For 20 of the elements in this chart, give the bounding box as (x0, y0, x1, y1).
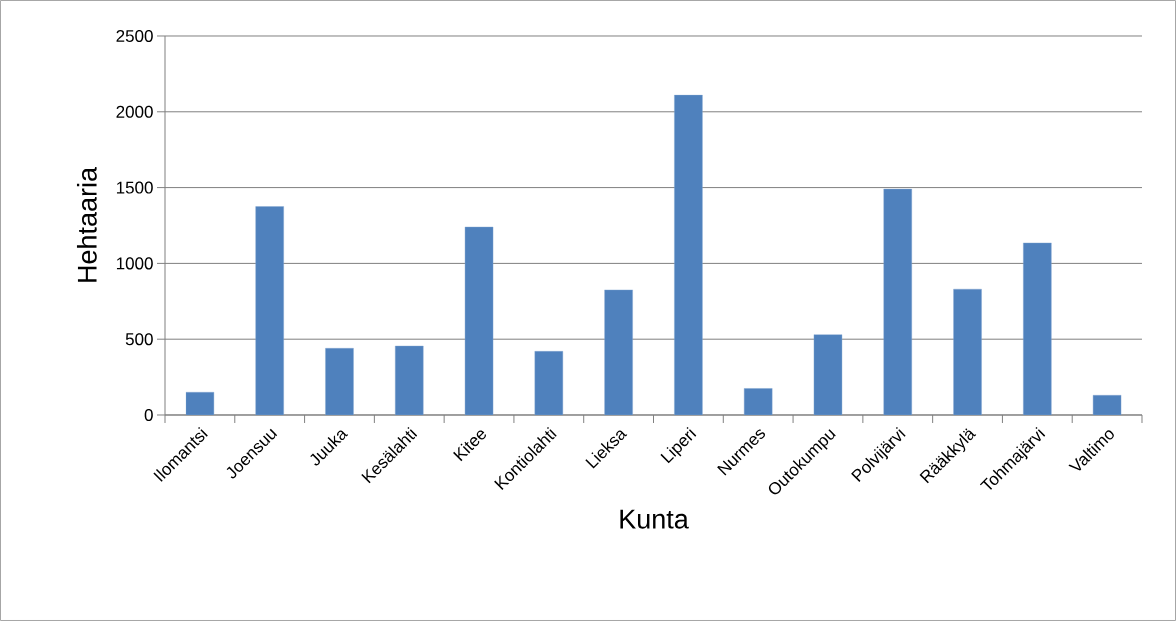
x-axis-title: Kunta (620, 509, 689, 529)
bar (325, 348, 354, 415)
y-tick-label: 0 (144, 408, 153, 422)
y-tick-label: 500 (125, 333, 153, 346)
bar (813, 334, 843, 415)
bar (604, 289, 633, 415)
bar (883, 188, 912, 415)
bar (395, 345, 424, 415)
bar (674, 94, 703, 415)
y-tick-label: 1000 (116, 257, 153, 270)
y-tick-label: 2000 (116, 105, 153, 118)
bar (255, 206, 284, 415)
y-tick-label: 2500 (116, 29, 153, 43)
bar (743, 388, 773, 415)
y-axis-title: Hehtaaria (76, 166, 97, 282)
bar (534, 351, 564, 415)
bar (1023, 242, 1052, 415)
y-tick-label: 1500 (116, 181, 153, 194)
bar (464, 226, 494, 415)
bar (953, 288, 982, 415)
